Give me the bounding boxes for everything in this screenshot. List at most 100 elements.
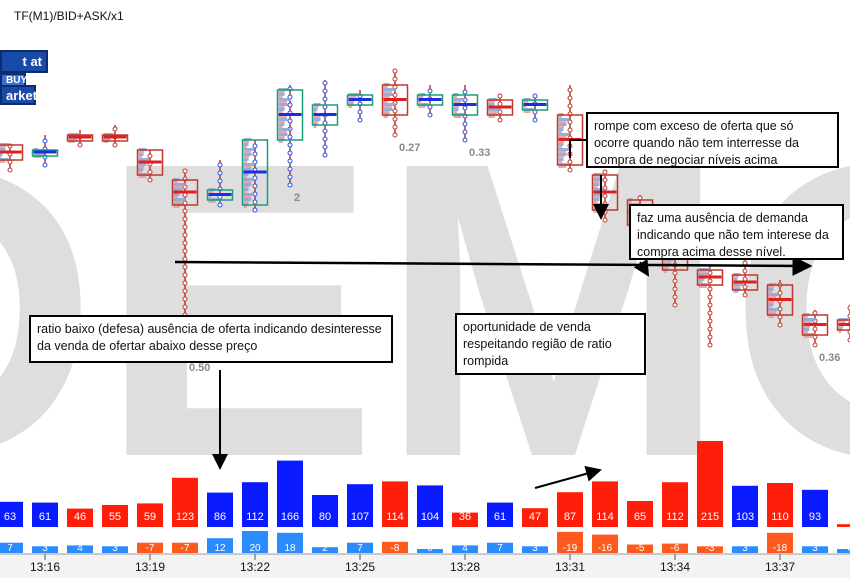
delta-label: 4 [77, 543, 83, 554]
price-dot [532, 117, 538, 123]
price-dot [287, 142, 293, 148]
bid-bar [383, 96, 390, 98]
bid-bar [278, 106, 285, 108]
bid-bar [593, 211, 600, 213]
candle-body [311, 104, 339, 126]
candle [31, 135, 59, 168]
volume-bar [452, 512, 478, 527]
bid-bar [138, 176, 147, 178]
ratio-level-line [174, 255, 813, 276]
bid-bar [453, 101, 462, 103]
arrow-to-level [633, 258, 650, 277]
price-dot [182, 256, 188, 262]
side-panel-item-3[interactable]: arket [0, 85, 37, 105]
candle [381, 68, 409, 138]
ask-bar [138, 158, 150, 161]
bid-bar [173, 201, 182, 203]
bid-bar [173, 196, 178, 198]
bid-bar [558, 161, 562, 163]
bid-bar [558, 146, 562, 148]
price-dot [707, 270, 713, 276]
candle [101, 125, 129, 148]
bid-bar [138, 166, 145, 168]
ask-bar [698, 278, 705, 281]
delta-label: -7 [146, 543, 155, 554]
poc-mark [803, 323, 827, 326]
price-dot [672, 278, 678, 284]
delta-label: -8 [391, 543, 400, 554]
candle [276, 85, 304, 188]
bid-bar [173, 181, 178, 183]
delta-label: 12 [214, 543, 226, 554]
candle-body [136, 149, 164, 176]
bid-bar [418, 106, 426, 108]
delta-bar [662, 543, 688, 553]
bid-bar [523, 111, 531, 113]
delta-bar [207, 538, 233, 553]
delta-bar [382, 541, 408, 553]
side-panel-item-1[interactable]: t at Bid [0, 50, 48, 89]
bid-bar [838, 331, 842, 333]
annotation-connector [569, 139, 586, 158]
price-dot [217, 202, 223, 208]
price-dot [77, 142, 83, 148]
volume-label: 61 [39, 511, 51, 523]
delta-label: -5 [636, 543, 645, 554]
candle-body [731, 274, 759, 291]
bid-bar [208, 196, 212, 198]
candle-body [766, 284, 794, 316]
delta-bar [172, 542, 198, 553]
bid-bar [278, 131, 287, 133]
bid-bar [243, 146, 247, 148]
bid-bar [838, 321, 846, 323]
price-dot [672, 294, 678, 300]
bid-bar [383, 106, 392, 108]
poc-mark [523, 103, 547, 106]
volume-label: 59 [144, 511, 156, 523]
ask-bar [803, 328, 810, 331]
delta-bar [802, 546, 828, 553]
bid-bar [768, 286, 775, 288]
candle [696, 265, 724, 348]
time-tick-label: 13:16 [30, 560, 60, 574]
price-dot [462, 121, 468, 127]
ask-bar [768, 308, 780, 311]
bid-bar [593, 181, 600, 183]
volume-bar [802, 489, 828, 527]
price-dot [392, 116, 398, 122]
candle-body [66, 134, 94, 142]
volume-bar [32, 502, 58, 527]
ask-bar [243, 193, 255, 196]
delta-label: 2 [322, 543, 328, 554]
price-dot [182, 248, 188, 254]
delta-bar [417, 549, 443, 553]
volume-bar [732, 485, 758, 527]
volume-bar [172, 477, 198, 527]
candle-marker: 2 [294, 192, 300, 204]
delta-bar [452, 545, 478, 553]
volume-label: 47 [529, 511, 541, 523]
volume-bar [207, 492, 233, 527]
bid-bar [418, 96, 424, 98]
ask-bar [103, 138, 111, 141]
price-dot [742, 276, 748, 282]
bid-bar [243, 151, 252, 153]
price-dot [707, 342, 713, 348]
price-dot [182, 304, 188, 310]
volume-bar [277, 460, 303, 527]
price-dot [252, 143, 258, 149]
volume-label: 215 [701, 511, 719, 523]
price-dot [182, 264, 188, 270]
bid-bar [768, 316, 775, 318]
price-dot [112, 142, 118, 148]
ask-bar [768, 303, 774, 306]
poc-mark [383, 98, 407, 101]
price-dot [252, 183, 258, 189]
price-dot [392, 132, 398, 138]
bid-bar [348, 96, 357, 98]
candle-body [0, 144, 24, 161]
ask-bar [558, 128, 564, 131]
bid-bar [558, 156, 565, 158]
volume-bar [67, 508, 93, 527]
